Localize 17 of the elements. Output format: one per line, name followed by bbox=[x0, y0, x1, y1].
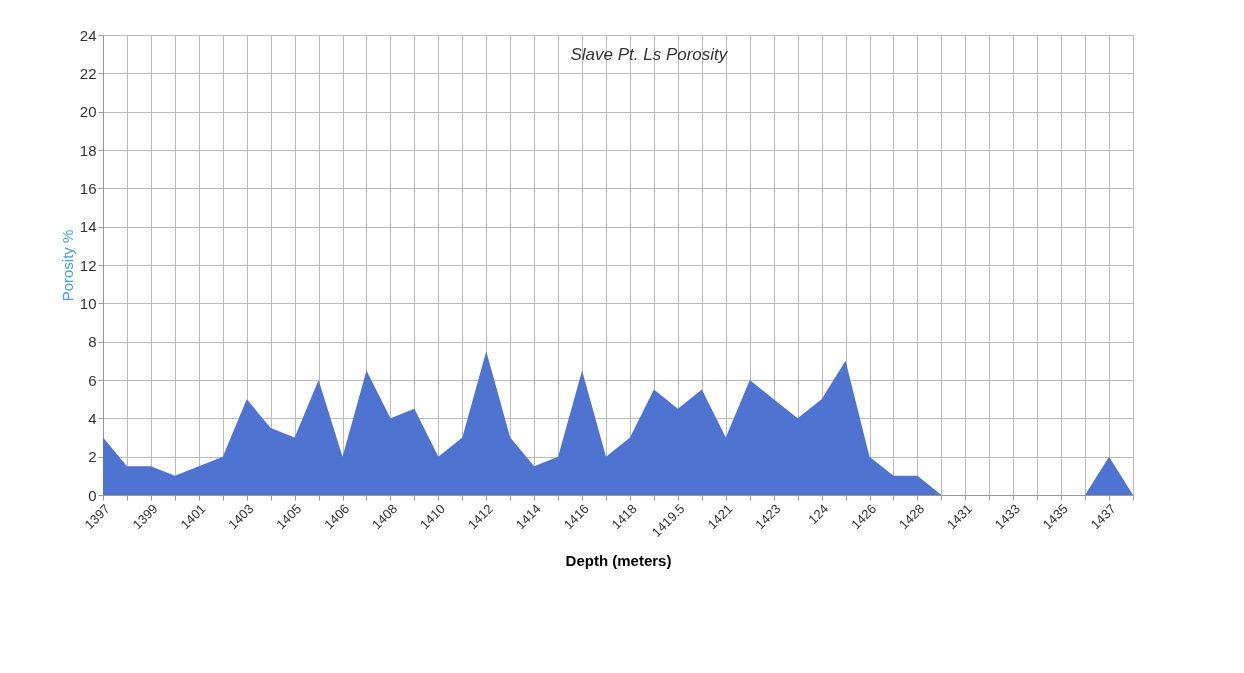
x-tick-label: 124 bbox=[805, 501, 832, 528]
y-tick-label: 4 bbox=[88, 409, 97, 427]
y-tick-label: 16 bbox=[79, 179, 97, 197]
y-tick-label: 14 bbox=[79, 218, 97, 236]
y-tick-label: 10 bbox=[79, 294, 97, 312]
y-tick-label: 22 bbox=[79, 64, 97, 82]
y-tick-label: 18 bbox=[79, 141, 97, 159]
y-tick-label: 0 bbox=[88, 486, 97, 504]
y-tick-label: 12 bbox=[79, 256, 97, 274]
y-tick-label: 6 bbox=[88, 371, 97, 389]
text: Slave Pt. Ls Porosity bbox=[570, 45, 729, 64]
y-tick-label: 2 bbox=[88, 448, 97, 466]
y-tick-label: 8 bbox=[88, 333, 97, 351]
x-axis-title: Depth (meters) bbox=[565, 551, 672, 569]
y-tick-label: 24 bbox=[79, 26, 97, 44]
y-axis-title: Porosity % bbox=[58, 229, 76, 302]
y-tick-label: 20 bbox=[79, 103, 97, 121]
